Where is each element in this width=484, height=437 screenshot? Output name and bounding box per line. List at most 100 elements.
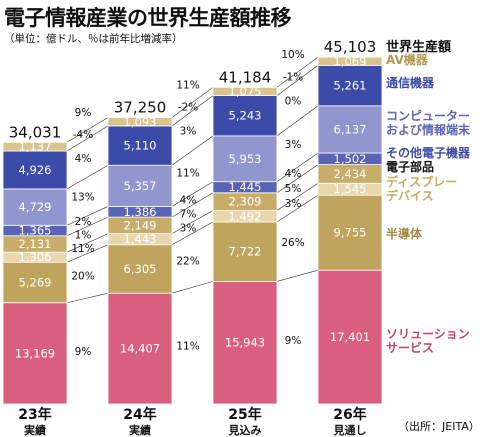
data-label: 5,243 [229, 109, 262, 123]
bar-segment [2, 188, 68, 226]
connector-line [171, 87, 214, 118]
data-label: 1,069 [334, 54, 367, 68]
data-label: 1,306 [19, 250, 52, 264]
connector-line [276, 194, 319, 223]
category-label: 26年 [333, 406, 366, 423]
category-label: 25年 [228, 406, 261, 423]
connector-line [171, 281, 214, 294]
data-label: 6,305 [124, 262, 157, 276]
bar-segment [2, 141, 68, 152]
bar-segment [2, 150, 68, 190]
source-note: （出所：JEITA） [398, 420, 480, 433]
growth-label: 13% [71, 191, 94, 203]
legend-label: コンピューター [386, 109, 470, 123]
growth-label: 11% [176, 167, 199, 179]
data-label: 5,110 [124, 139, 157, 153]
growth-label: 3% [285, 139, 302, 151]
data-label: 17,401 [330, 330, 370, 344]
data-label: 5,269 [19, 275, 52, 289]
data-label: 1,492 [229, 209, 262, 223]
bar-segment [212, 95, 278, 137]
data-label: 2,434 [334, 167, 367, 181]
connector-line [66, 292, 109, 304]
data-label: 5,953 [229, 152, 262, 166]
data-label: 6,137 [334, 122, 367, 136]
data-label: 1,545 [334, 182, 367, 196]
total-growth-label: 11% [176, 79, 199, 91]
growth-label: 26% [281, 237, 304, 249]
connector-line [276, 164, 319, 194]
data-label: 2,149 [124, 218, 157, 232]
data-label: 1,443 [124, 232, 157, 246]
legend-label: その他電子機器 [386, 145, 471, 160]
growth-label: 7% [180, 209, 197, 221]
legend-label: ディスプレー [386, 174, 457, 189]
connector-line [276, 269, 319, 282]
connector-line [66, 244, 109, 263]
bar-segment [107, 117, 173, 127]
legend-label: ソリューション [386, 327, 470, 341]
connector-line [276, 56, 319, 88]
data-label: 5,357 [124, 179, 157, 193]
growth-label: 11% [176, 341, 199, 353]
bar-segment [212, 135, 278, 183]
data-label: 15,943 [225, 336, 265, 350]
chart-subtitle: （単位：億ドル、％は前年比増減率） [4, 33, 183, 45]
total-label: 34,031 [9, 123, 62, 141]
growth-label: 22% [176, 255, 199, 267]
bar-segment [2, 261, 68, 304]
growth-label: 3% [285, 198, 302, 210]
growth-label: 4% [180, 195, 197, 207]
bar-segment [317, 269, 383, 405]
legend-label: 電子部品 [386, 159, 434, 174]
category-label: 23年 [18, 406, 51, 423]
growth-label: -2% [178, 102, 198, 114]
connector-line [171, 95, 214, 127]
connector-line [66, 233, 109, 253]
connector-line [276, 65, 319, 96]
connector-line [276, 183, 319, 211]
connector-line [171, 181, 214, 207]
bar-segment [317, 56, 383, 66]
bar-segment [107, 244, 173, 294]
chart-title: 電子情報産業の世界生産額推移 [4, 6, 292, 30]
data-label: 1,502 [334, 152, 367, 166]
legend-label: デバイス [386, 188, 434, 203]
connector-line [66, 125, 109, 152]
bar-segment [2, 302, 68, 405]
bar-segment [212, 280, 278, 405]
data-label: 9,755 [334, 226, 367, 240]
data-label: 13,169 [15, 346, 55, 360]
growth-label: 11% [71, 243, 94, 255]
legend-label: 半導体 [386, 226, 423, 241]
growth-label: 9% [285, 335, 302, 347]
total-label: 37,250 [114, 99, 167, 117]
total-growth-label: 10% [281, 49, 304, 61]
growth-label: -4% [73, 129, 93, 141]
legend-label: サービス [386, 340, 434, 355]
connector-line [171, 192, 214, 218]
data-label: 2,309 [229, 195, 262, 209]
connector-line [66, 164, 109, 190]
total-label: 41,184 [219, 68, 272, 86]
growth-label: 1% [75, 230, 92, 242]
legend-label: および情報端末 [386, 122, 471, 137]
connector-line [66, 206, 109, 226]
data-label: 1,075 [229, 84, 262, 98]
category-sublabel: 実績 [24, 423, 46, 437]
connector-line [276, 105, 319, 137]
total-growth-label: 9% [75, 107, 92, 119]
legend-label: AV機器 [386, 52, 429, 67]
data-label: 4,729 [19, 200, 52, 214]
data-label: 1,365 [19, 224, 52, 238]
bar-segment [107, 125, 173, 166]
data-label: 2,131 [19, 237, 52, 251]
growth-label: 3% [180, 223, 197, 235]
data-label: 4,926 [19, 163, 52, 177]
growth-label: 0% [285, 96, 302, 108]
connector-line [171, 135, 214, 166]
growth-label: 20% [71, 271, 94, 283]
bar-segment [107, 292, 173, 405]
